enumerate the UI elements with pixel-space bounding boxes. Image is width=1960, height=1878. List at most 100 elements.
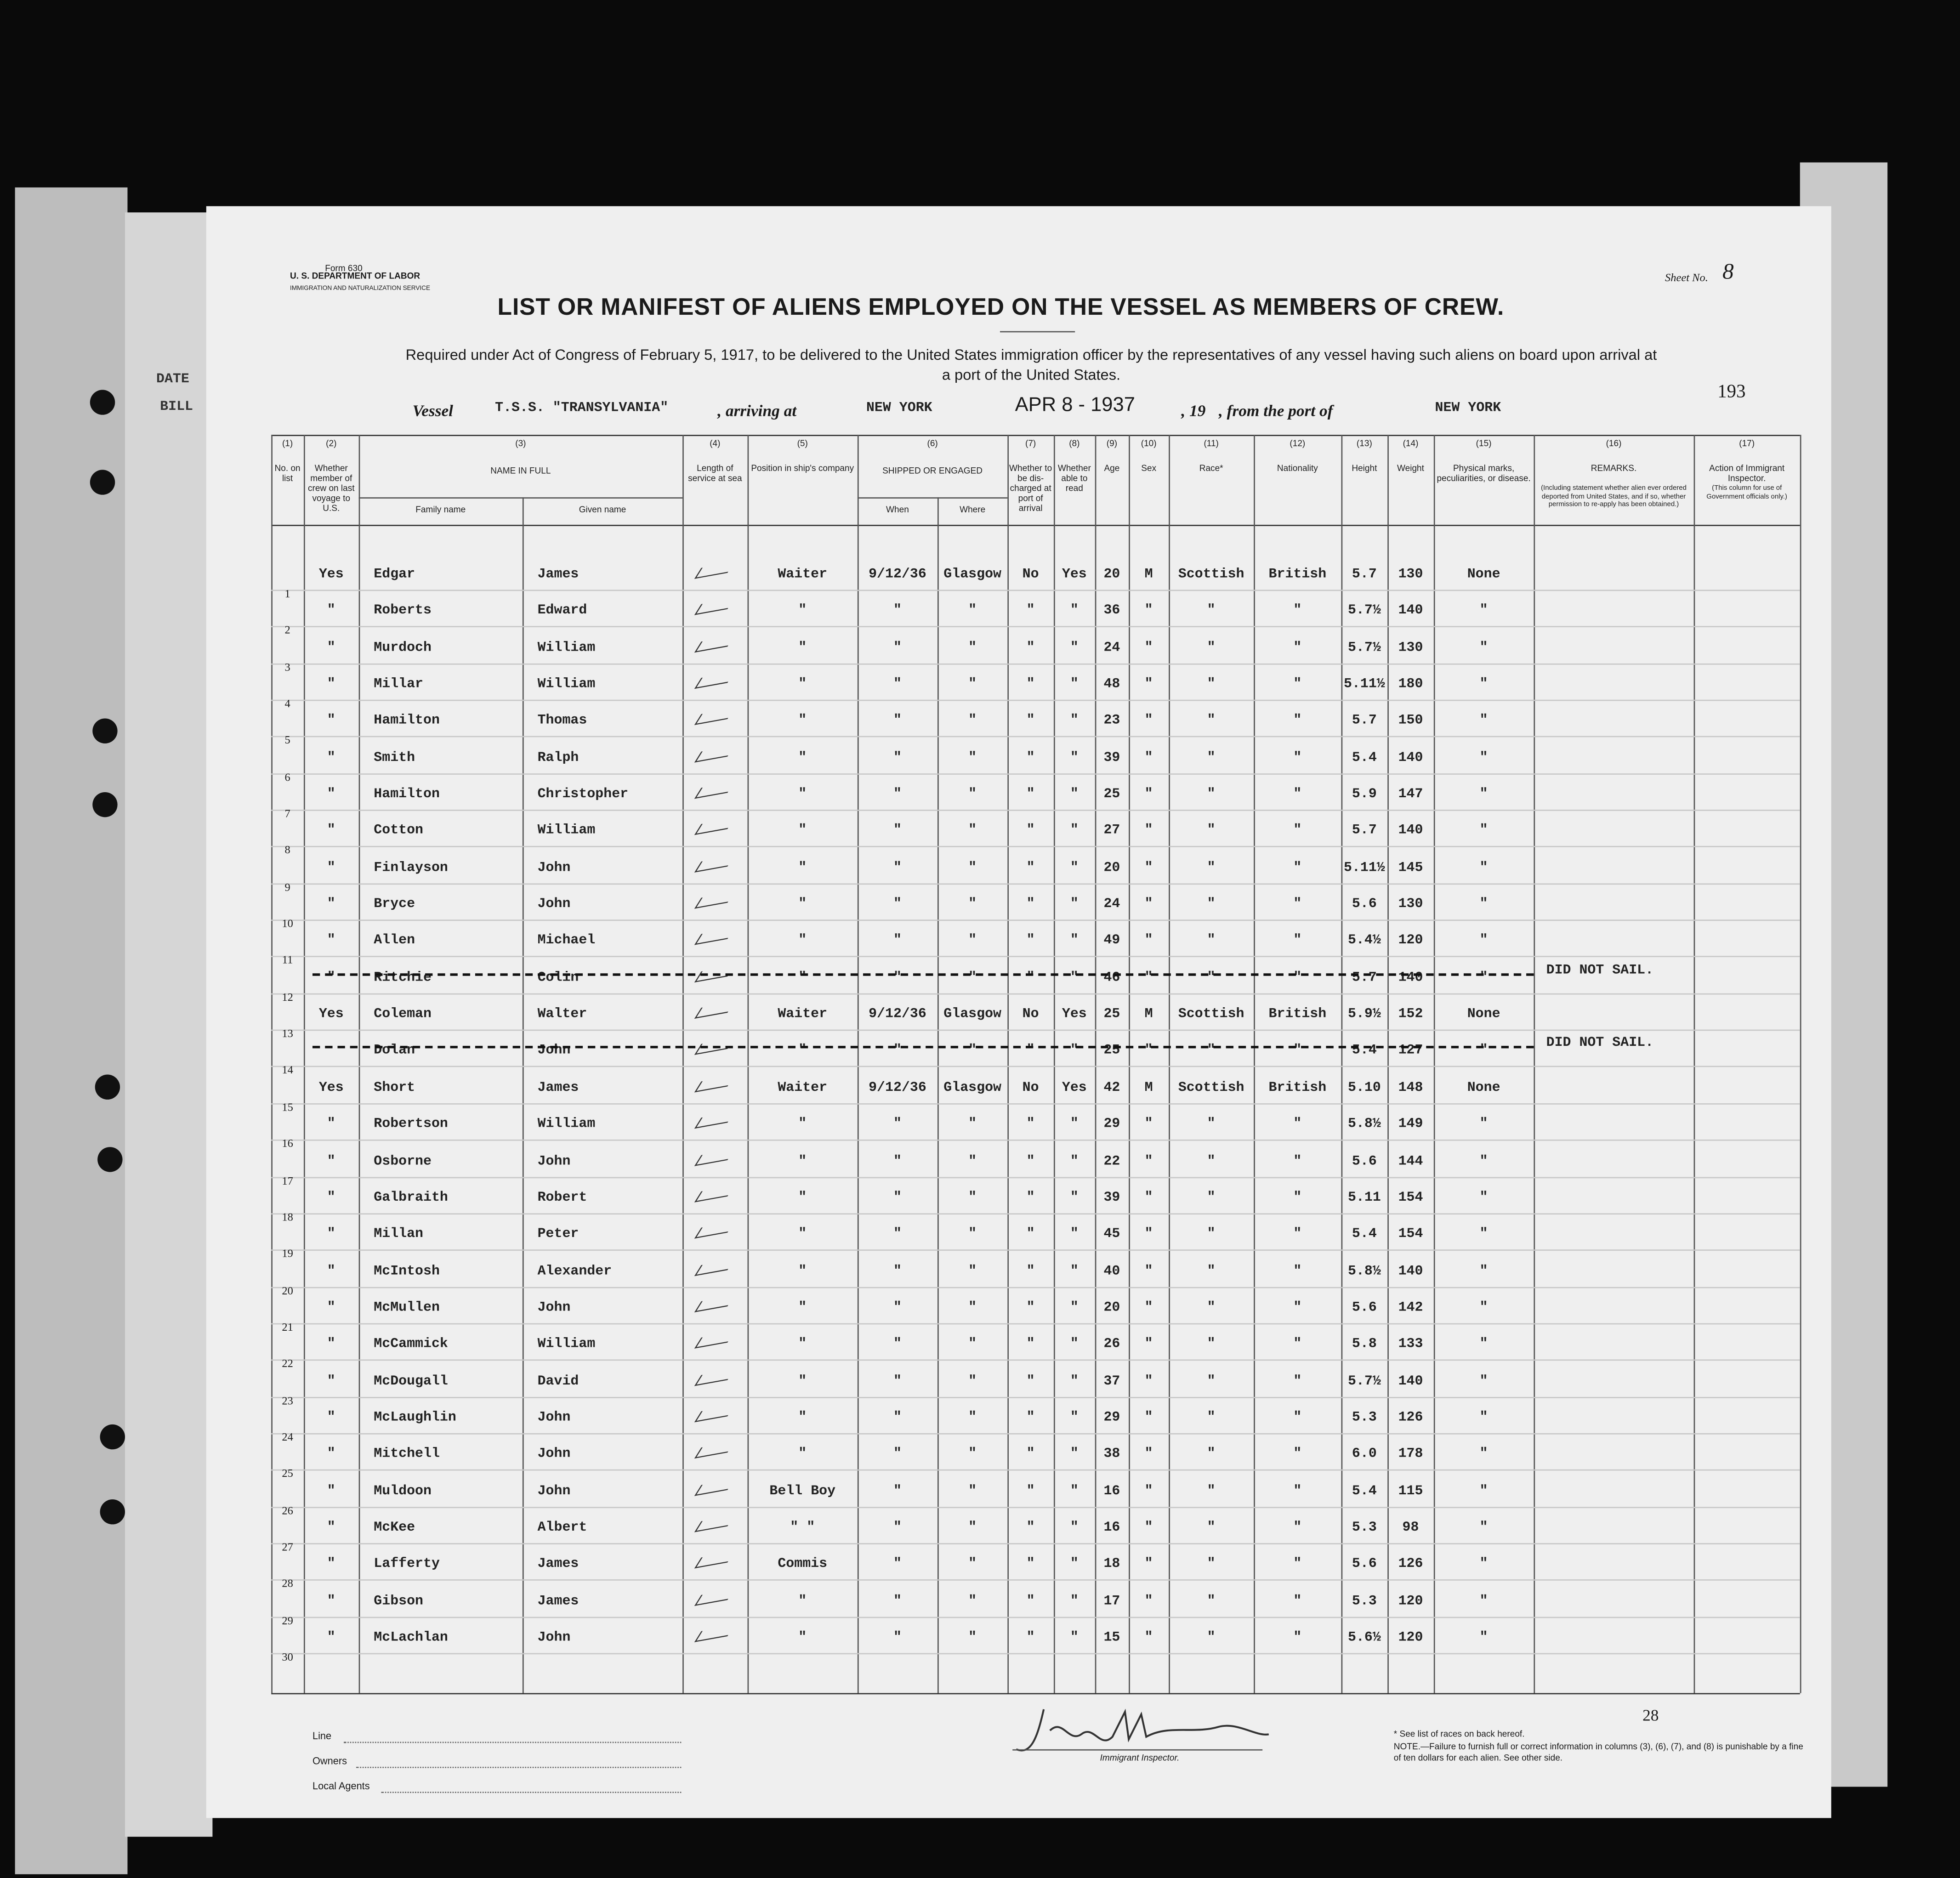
cell: Glasgow [943, 1007, 1002, 1022]
cell: " [968, 1521, 977, 1536]
sheet-label: Sheet No. [1665, 271, 1708, 284]
cell: " [1293, 860, 1302, 876]
cell: " [1026, 1594, 1035, 1609]
cell: " [327, 641, 335, 656]
row-number: 23 [282, 1394, 293, 1407]
cell: " [1479, 1191, 1488, 1206]
row-rule [271, 883, 1800, 885]
cell: " [1479, 1410, 1488, 1426]
column-label: Position in ship's company [751, 465, 854, 474]
row-number: 26 [282, 1504, 293, 1517]
cell: " [1479, 604, 1488, 619]
cell: " [1479, 787, 1488, 802]
cell: 29 [1103, 1117, 1120, 1133]
row-rule [271, 1543, 1800, 1544]
row-rule [271, 846, 1800, 848]
column-label: Whether member of crew on last voyage to… [307, 465, 355, 514]
column-number: (16) [1606, 440, 1622, 449]
cell: " [1207, 824, 1216, 839]
cell: " [968, 677, 977, 692]
cell: Waiter [778, 1007, 828, 1022]
cell: " [1070, 641, 1079, 656]
remark: DID NOT SAIL. [1546, 1036, 1654, 1052]
row-rule [271, 993, 1800, 994]
row-number: 11 [282, 953, 293, 967]
column-rule [857, 435, 859, 1693]
cell: " [1144, 1117, 1153, 1133]
total-count: 28 [1642, 1705, 1659, 1725]
cell: Yes [1062, 1007, 1087, 1022]
cell: " [1070, 1337, 1079, 1352]
cell: " [1479, 1447, 1488, 1463]
strike-line [312, 973, 1534, 976]
cell: " [1026, 677, 1035, 692]
cell: " [798, 860, 807, 876]
cell: " [1070, 934, 1079, 949]
signature [1016, 1708, 1269, 1752]
column-sublabel: Family name [415, 506, 466, 515]
cell: " [327, 1447, 335, 1463]
cell: 40 [1103, 1264, 1120, 1279]
cell: 5.11½ [1343, 860, 1385, 876]
from-port: NEW YORK [1435, 401, 1501, 416]
cell: 120 [1398, 1594, 1423, 1609]
cell: McLachlan [374, 1630, 448, 1646]
cell: " [893, 641, 902, 656]
cell: 130 [1398, 641, 1423, 656]
cell: " [1479, 1154, 1488, 1169]
cell: " [968, 1191, 977, 1206]
cell: " [327, 1373, 335, 1389]
cell: " [1070, 1557, 1079, 1572]
cell: " [1479, 1227, 1488, 1243]
cell: John [537, 1447, 571, 1463]
cell: " [798, 750, 807, 766]
cell: Yes [318, 1007, 344, 1022]
cell: Bell Boy [769, 1484, 836, 1499]
cell: William [537, 641, 596, 656]
row-rule [271, 956, 1800, 958]
cell: " [1144, 1227, 1153, 1243]
cell: " [1293, 677, 1302, 692]
cell: " [1026, 1191, 1035, 1206]
cell: " [1026, 1484, 1035, 1499]
cell: 23 [1103, 714, 1120, 729]
column-label: Action of Immigrant Inspector. [1709, 465, 1785, 484]
cell: " [893, 1154, 902, 1169]
cell: " [1070, 897, 1079, 913]
rule [1012, 1749, 1263, 1751]
column-number: (10) [1141, 440, 1157, 449]
cell: John [537, 1484, 571, 1499]
cell: " [798, 1117, 807, 1133]
cell: 37 [1103, 1373, 1120, 1389]
cell: " [1026, 1557, 1035, 1572]
column-label: Whether to be dis-charged at port of arr… [1009, 465, 1052, 514]
cell: " [1144, 1484, 1153, 1499]
cell: 142 [1398, 1300, 1423, 1316]
column-number: (17) [1739, 440, 1755, 449]
row-rule [271, 1506, 1800, 1508]
cell: 27 [1103, 824, 1120, 839]
cell: " [968, 1373, 977, 1389]
cell: " [1070, 677, 1079, 692]
cell: Waiter [778, 567, 828, 583]
cell: " [1070, 860, 1079, 876]
cell: Ritchie [374, 970, 432, 986]
cell: " [327, 1337, 335, 1352]
cell: " [968, 787, 977, 802]
cell: " [798, 604, 807, 619]
cell: Robert [537, 1191, 587, 1206]
cell: Allen [374, 934, 415, 949]
footer-owners: Owners [312, 1755, 347, 1767]
row-number: 28 [282, 1577, 293, 1590]
cell: Lafferty [374, 1557, 440, 1572]
cell: Gibson [374, 1594, 424, 1609]
cell: 5.7½ [1347, 1373, 1381, 1389]
cell: " [1026, 604, 1035, 619]
cell: " [1293, 1484, 1302, 1499]
cell: 5.11½ [1343, 677, 1385, 692]
cell: 39 [1103, 750, 1120, 766]
cell: 140 [1398, 604, 1423, 619]
column-label: No. on list [274, 465, 301, 484]
cell: " [1479, 1373, 1488, 1389]
column-number: (3) [515, 440, 526, 449]
